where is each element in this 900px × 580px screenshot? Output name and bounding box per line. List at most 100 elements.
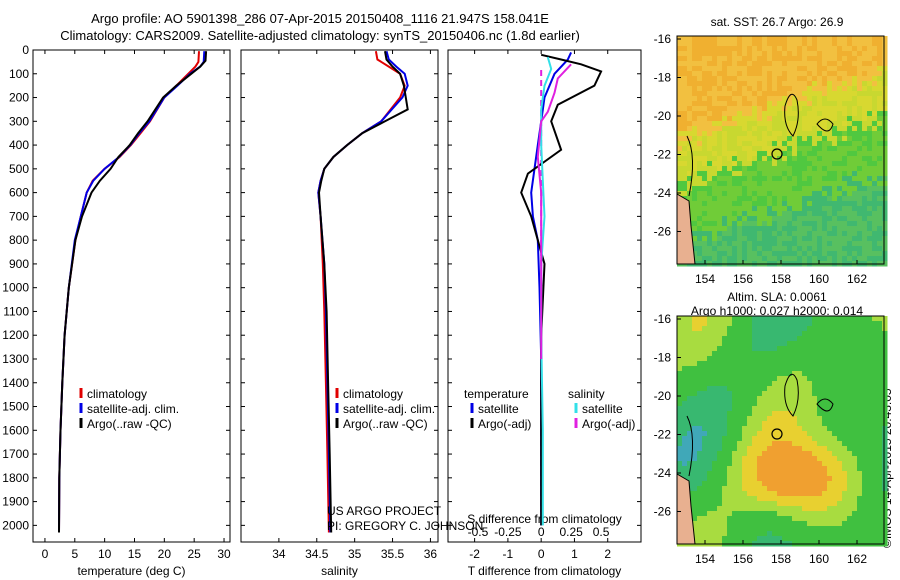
x-tick-label: -2 xyxy=(469,547,480,561)
y-tick-label: 1600 xyxy=(2,423,29,437)
x-axis-label: salinity xyxy=(321,564,358,578)
legend-label: satellite xyxy=(478,402,519,416)
x2-tick-label: 0.25 xyxy=(559,525,583,539)
legend-label: satellite xyxy=(582,402,623,416)
x-tick-label: 10 xyxy=(98,547,112,561)
sla-map-title1: Altim. SLA: 0.0061 xyxy=(727,290,827,304)
map-y-tick-label: -20 xyxy=(654,109,672,123)
x-tick-label: 35.5 xyxy=(381,547,405,561)
chart-panel-2: 34 34.5 35 35.5 36 salinity climatologysatelli… xyxy=(240,49,439,578)
legend-label: Argo(..raw -QC) xyxy=(87,417,172,431)
x2-axis-label: S difference from climatology xyxy=(467,512,622,526)
x-tick-label: 34 xyxy=(272,547,286,561)
map-x-tick-label: 158 xyxy=(771,552,791,566)
y-tick-label: 600 xyxy=(9,186,29,200)
y-tick-label: 1400 xyxy=(2,376,29,390)
reef-outline xyxy=(816,398,834,412)
plot-frame xyxy=(447,49,642,543)
map-x-tick-label: 156 xyxy=(733,552,753,566)
x-tick-label: 0 xyxy=(538,547,545,561)
legend-label: satellite-adj. clim. xyxy=(87,402,179,416)
reef-outline xyxy=(784,93,799,137)
map-y-tick-label: -22 xyxy=(654,148,672,162)
x-tick-label: 34.5 xyxy=(305,547,329,561)
y-tick-label: 1100 xyxy=(3,304,29,318)
x-tick-label: 0 xyxy=(42,547,49,561)
x-tick-label: 1 xyxy=(571,547,578,561)
map-y-tick-label: -26 xyxy=(654,505,672,519)
y-tick-label: 1900 xyxy=(2,495,29,509)
series-line-1 xyxy=(58,51,206,533)
x2-tick-label: 0 xyxy=(538,525,545,539)
y-tick-label: 900 xyxy=(9,257,29,271)
credit-pi: PI: GREGORY C. JOHNSON xyxy=(327,519,483,533)
x-axis-label: T difference from climatology xyxy=(468,564,622,578)
y-tick-label: 1800 xyxy=(2,471,29,485)
series-line-2 xyxy=(317,51,409,533)
legend-label: Argo(..raw -QC) xyxy=(343,417,428,431)
legend-label: temperature xyxy=(464,387,529,401)
coast-outline xyxy=(686,415,693,477)
map-x-tick-label: 160 xyxy=(809,552,829,566)
reef-outline xyxy=(816,118,834,132)
map-y-tick-label: -18 xyxy=(654,351,672,365)
reef-outline xyxy=(784,373,799,417)
y-tick-label: 500 xyxy=(9,162,29,176)
map-y-tick-label: -20 xyxy=(654,389,672,403)
x-tick-label: 5 xyxy=(71,547,78,561)
series-line-1 xyxy=(317,50,409,533)
x2-tick-label: 0.5 xyxy=(593,525,610,539)
y-tick-label: 1200 xyxy=(2,328,29,342)
map-y-tick-label: -24 xyxy=(654,186,672,200)
y-tick-label: 200 xyxy=(9,91,29,105)
y-tick-label: 300 xyxy=(9,114,29,128)
y-tick-label: 1700 xyxy=(2,447,29,461)
map-x-tick-label: 162 xyxy=(847,552,867,566)
map-y-tick-label: -18 xyxy=(654,71,672,85)
legend-label: salinity xyxy=(568,387,605,401)
series-line-0 xyxy=(58,51,200,533)
legend-label: satellite-adj. clim. xyxy=(343,402,435,416)
y-tick-label: 1500 xyxy=(2,400,29,414)
coast-outline xyxy=(686,135,693,197)
map-x-tick-label: 154 xyxy=(695,552,715,566)
legend-label: climatology xyxy=(87,387,147,401)
sst-map: -16 -18 -20 -22 -24 -26 154 156 158 160 162 xyxy=(654,32,888,286)
x-tick-label: 2 xyxy=(604,547,611,561)
map-y-tick-label: -16 xyxy=(654,312,672,326)
map-y-tick-label: -22 xyxy=(654,428,672,442)
x2-tick-label: -0.5 xyxy=(468,525,489,539)
y-tick-label: 800 xyxy=(9,233,29,247)
series-group xyxy=(520,51,603,526)
legend-label: Argo(-adj) xyxy=(478,417,531,431)
map-y-tick-label: -16 xyxy=(654,32,672,46)
x-tick-label: 15 xyxy=(128,547,142,561)
y-tick-label: 400 xyxy=(9,138,29,152)
series-group xyxy=(58,51,208,533)
y-tick-label: 1300 xyxy=(2,352,29,366)
x-tick-label: 35 xyxy=(348,547,362,561)
series-line-1 xyxy=(520,53,603,526)
map-x-tick-label: 162 xyxy=(847,272,867,286)
sla-map-title2: Argo h1000: 0.027 h2000: 0.014 xyxy=(691,304,863,318)
x2-tick-label: -0.25 xyxy=(494,525,522,539)
map-y-tick-label: -24 xyxy=(654,466,672,480)
map-y-tick-label: -26 xyxy=(654,225,672,239)
legend-label: climatology xyxy=(343,387,403,401)
y-tick-label: 0 xyxy=(22,43,29,57)
plot-frame xyxy=(240,49,439,543)
y-tick-label: 1000 xyxy=(2,281,29,295)
series-group xyxy=(317,50,409,533)
legend-label: Argo(-adj) xyxy=(582,417,635,431)
x-tick-label: 30 xyxy=(217,547,231,561)
sla-map: -16 -18 -20 -22 -24 -26 154 156 158 160 162 xyxy=(654,312,888,566)
credit-project: US ARGO PROJECT xyxy=(327,504,442,518)
series-line-3 xyxy=(536,63,572,359)
y-tick-label: 2000 xyxy=(2,518,29,532)
y-tick-label: 100 xyxy=(9,67,29,81)
x-tick-label: 20 xyxy=(158,547,172,561)
y-tick-label: 700 xyxy=(9,209,29,223)
map-x-tick-label: 160 xyxy=(809,272,829,286)
plot-frame xyxy=(32,49,231,543)
